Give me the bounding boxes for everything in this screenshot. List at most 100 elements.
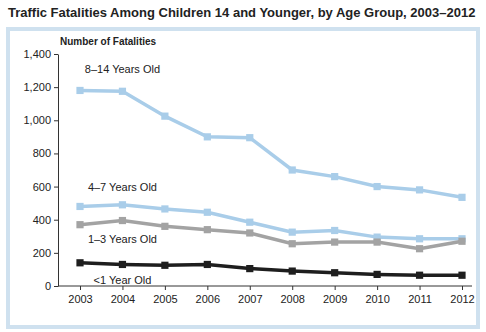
series-marker: [76, 259, 83, 266]
x-tick: 2003: [68, 286, 92, 305]
x-tick-label: 2011: [408, 293, 432, 305]
series-marker: [416, 186, 423, 193]
series-marker: [119, 261, 126, 268]
y-tick: 800: [33, 147, 58, 159]
y-tick-mark: [54, 220, 58, 221]
y-tick-label: 800: [33, 147, 51, 159]
series-marker: [374, 238, 381, 245]
y-axis: 0 200 400 600 800 1,000 1,200 1,400: [23, 48, 58, 292]
x-tick-mark: [207, 286, 208, 290]
series-marker: [76, 87, 83, 94]
y-tick: 600: [33, 181, 58, 193]
x-tick: 2011: [408, 286, 432, 305]
y-tick-label: 600: [33, 181, 51, 193]
x-tick-mark: [292, 286, 293, 290]
plot-area: [76, 87, 465, 279]
series-marker: [374, 183, 381, 190]
x-tick: 2009: [323, 286, 347, 305]
x-tick-label: 2010: [365, 293, 389, 305]
x-tick: 2006: [196, 286, 220, 305]
series-marker: [246, 229, 253, 236]
series-marker: [161, 113, 168, 120]
series-marker: [331, 227, 338, 234]
series-marker: [76, 203, 83, 210]
series-marker: [161, 223, 168, 230]
y-tick-label: 1,000: [23, 114, 51, 126]
x-tick-label: 2009: [323, 293, 347, 305]
x-tick: 2012: [450, 286, 474, 305]
y-tick-mark: [54, 54, 58, 55]
series-marker: [119, 217, 126, 224]
series-marker: [289, 267, 296, 274]
y-tick-mark: [54, 87, 58, 88]
panel: [10, 31, 476, 325]
series-label: 4–7 Years Old: [88, 181, 157, 193]
y-tick-label: 200: [33, 247, 51, 259]
series-marker: [76, 221, 83, 228]
x-tick-mark: [377, 286, 378, 290]
y-tick-label: 1,400: [23, 48, 51, 60]
series-marker: [289, 229, 296, 236]
series-marker: [161, 262, 168, 269]
y-tick-mark: [54, 153, 58, 154]
series-marker: [204, 261, 211, 268]
x-tick-mark: [250, 286, 251, 290]
series-marker: [331, 173, 338, 180]
series-marker: [458, 194, 465, 201]
y-tick: 0: [45, 280, 58, 292]
series-line: [80, 90, 462, 197]
x-tick-label: 2004: [111, 293, 135, 305]
y-axis-line: [58, 55, 59, 287]
series-marker: [416, 245, 423, 252]
x-tick-mark: [122, 286, 123, 290]
y-tick-mark: [54, 286, 58, 287]
y-tick: 1,400: [23, 48, 58, 60]
title: Traffic Fatalities Among Children 14 and…: [8, 5, 475, 20]
series-marker: [204, 209, 211, 216]
series-marker: [246, 265, 253, 272]
panel-frame: [6, 27, 480, 329]
y-tick-mark: [54, 120, 58, 121]
y-axis-title: Number of Fatalities: [60, 36, 157, 47]
series-marker: [416, 235, 423, 242]
series-marker: [246, 134, 253, 141]
x-axis: 2003 2004 2005 2006 2007 2008 2009 2010 2011 2012: [58, 286, 475, 305]
series-marker: [289, 166, 296, 173]
x-tick-label: 2007: [238, 293, 262, 305]
x-tick-label: 2008: [280, 293, 304, 305]
series-marker: [416, 272, 423, 279]
x-tick-mark: [80, 286, 81, 290]
series-marker: [458, 238, 465, 245]
x-tick-mark: [462, 286, 463, 290]
series-marker: [119, 201, 126, 208]
series-marker: [331, 269, 338, 276]
series-marker: [161, 205, 168, 212]
chart: Traffic Fatalities Among Children 14 and…: [0, 0, 486, 332]
series-label: <1 Year Old: [94, 274, 152, 286]
x-tick: 2010: [365, 286, 389, 305]
x-tick: 2004: [111, 286, 135, 305]
y-tick-mark: [54, 187, 58, 188]
series-label: 1–3 Years Old: [88, 233, 157, 245]
series-marker: [119, 88, 126, 95]
y-tick: 1,200: [23, 81, 58, 93]
series-marker: [289, 240, 296, 247]
series-marker: [204, 133, 211, 140]
y-tick: 200: [33, 247, 58, 259]
x-tick: 2005: [153, 286, 177, 305]
x-tick-label: 2005: [153, 293, 177, 305]
x-tick-label: 2006: [196, 293, 220, 305]
y-tick-label: 0: [45, 280, 51, 292]
series-line: [80, 221, 462, 249]
series-marker: [374, 271, 381, 278]
y-tick-label: 400: [33, 214, 51, 226]
series-marker: [331, 238, 338, 245]
x-tick-mark: [335, 286, 336, 290]
series-marker: [204, 226, 211, 233]
series-line: [80, 263, 462, 275]
series-label: 8–14 Years Old: [85, 63, 160, 75]
y-tick: 400: [33, 214, 58, 226]
x-tick: 2008: [280, 286, 304, 305]
y-tick-label: 1,200: [23, 81, 51, 93]
x-tick-label: 2012: [450, 293, 474, 305]
